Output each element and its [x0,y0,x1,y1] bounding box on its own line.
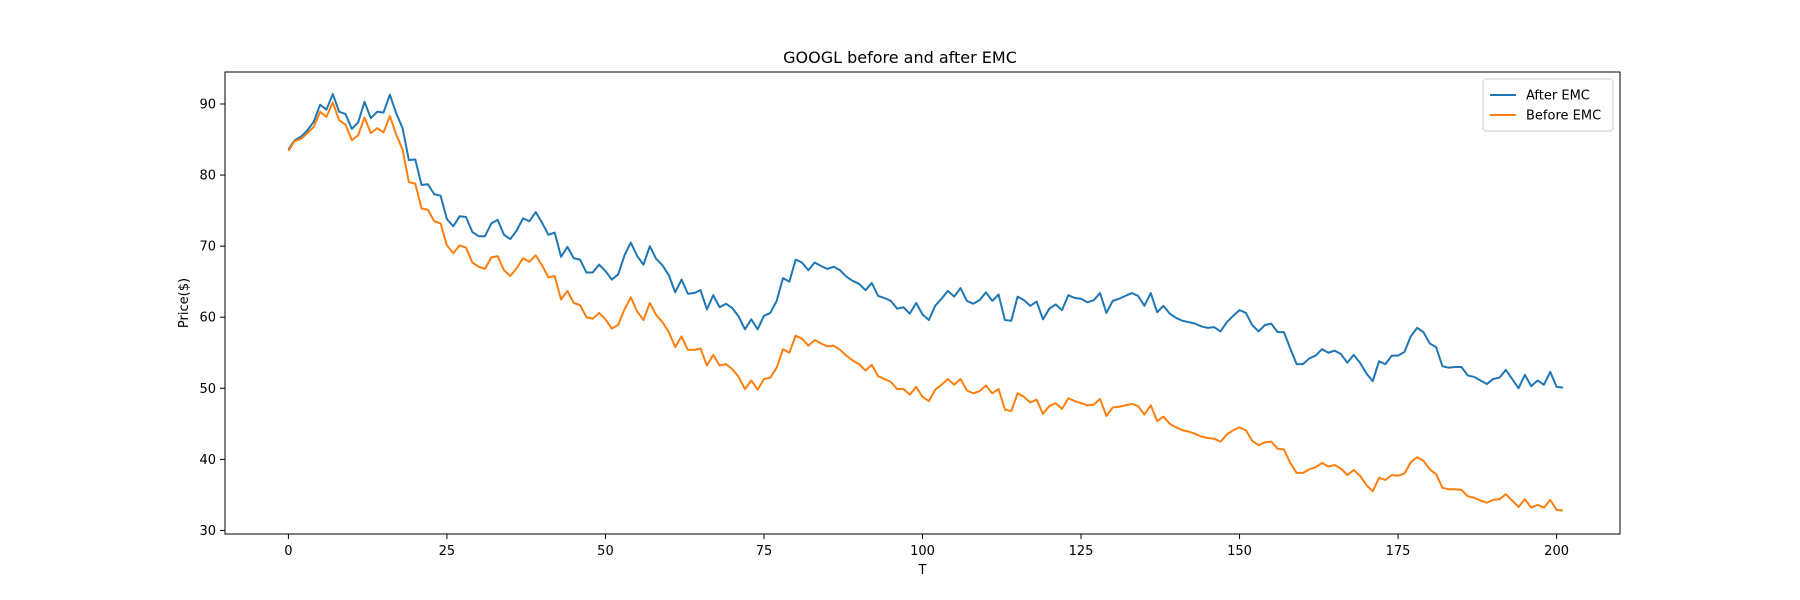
y-tick-label: 40 [199,453,216,468]
legend-label: After EMC [1526,89,1590,104]
x-tick-label: 175 [1386,544,1411,559]
x-tick-label: 100 [910,544,935,559]
plot-frame [224,71,1621,535]
legend: After EMC Before EMC [1482,78,1614,132]
x-tick-label: 150 [1227,544,1252,559]
y-tick-label: 90 [199,97,216,112]
x-tick-label: 50 [597,544,614,559]
x-tick-label: 0 [284,544,292,559]
y-tick-label: 50 [199,382,216,397]
chart-title: GOOGL before and after EMC [783,48,1017,67]
x-tick-label: 75 [756,544,773,559]
legend-label: Before EMC [1526,109,1601,124]
x-axis-label: T [918,563,927,578]
y-tick-label: 30 [199,524,216,539]
plot-area [287,93,1564,512]
y-tick-label: 80 [199,169,216,184]
legend-box [1482,78,1614,132]
series-line-0 [287,93,1564,390]
series-line-1 [287,101,1564,512]
y-tick-label: 70 [199,240,216,255]
x-tick-label: 125 [1069,544,1094,559]
axes: 0 25 50 75 100 125 150 175 200 30 40 50 60 70 80 90 [199,97,1569,559]
y-axis-label: Price($) [177,278,192,328]
y-tick-label: 60 [199,311,216,326]
x-tick-label: 200 [1544,544,1569,559]
x-tick-label: 25 [439,544,456,559]
